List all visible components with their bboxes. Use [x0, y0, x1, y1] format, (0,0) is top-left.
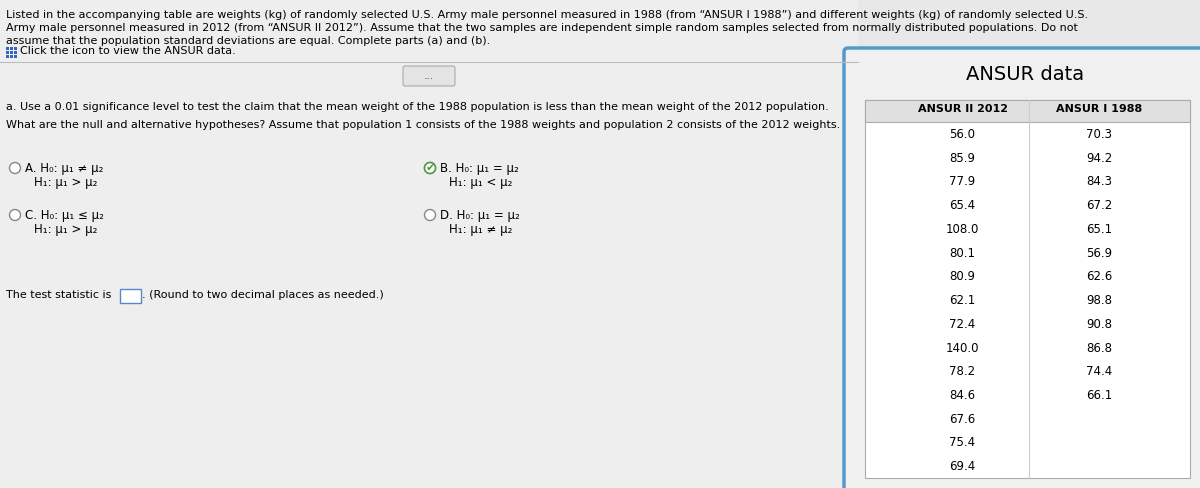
Text: ANSUR I 1988: ANSUR I 1988 — [1056, 104, 1142, 114]
Text: 90.8: 90.8 — [1086, 318, 1112, 331]
FancyBboxPatch shape — [10, 47, 13, 50]
Text: 98.8: 98.8 — [1086, 294, 1112, 307]
Text: ...: ... — [424, 71, 434, 81]
Text: H₁: μ₁ > μ₂: H₁: μ₁ > μ₂ — [34, 176, 97, 189]
Text: 80.9: 80.9 — [949, 270, 976, 284]
Text: 78.2: 78.2 — [949, 365, 976, 378]
Text: 65.4: 65.4 — [949, 199, 976, 212]
Text: ANSUR II 2012: ANSUR II 2012 — [918, 104, 1008, 114]
Text: 67.2: 67.2 — [1086, 199, 1112, 212]
Text: 67.6: 67.6 — [949, 413, 976, 426]
Text: 84.3: 84.3 — [1086, 175, 1112, 188]
FancyBboxPatch shape — [865, 100, 1190, 478]
Text: a. Use a 0.01 significance level to test the claim that the mean weight of the 1: a. Use a 0.01 significance level to test… — [6, 102, 829, 112]
Text: The test statistic is: The test statistic is — [6, 290, 115, 300]
Text: 74.4: 74.4 — [1086, 365, 1112, 378]
Text: 56.9: 56.9 — [1086, 246, 1112, 260]
FancyBboxPatch shape — [14, 55, 17, 58]
Text: 66.1: 66.1 — [1086, 389, 1112, 402]
Text: H₁: μ₁ < μ₂: H₁: μ₁ < μ₂ — [449, 176, 512, 189]
Circle shape — [425, 163, 436, 174]
FancyBboxPatch shape — [120, 288, 140, 303]
Text: H₁: μ₁ ≠ μ₂: H₁: μ₁ ≠ μ₂ — [449, 223, 512, 236]
Text: Click the icon to view the ANSUR data.: Click the icon to view the ANSUR data. — [20, 46, 235, 56]
Text: Army male personnel measured in 2012 (from “ANSUR II 2012”). Assume that the two: Army male personnel measured in 2012 (fr… — [6, 23, 1078, 33]
Text: 94.2: 94.2 — [1086, 152, 1112, 164]
FancyBboxPatch shape — [10, 51, 13, 54]
Text: 108.0: 108.0 — [946, 223, 979, 236]
Circle shape — [10, 163, 20, 174]
Text: 70.3: 70.3 — [1086, 128, 1112, 141]
FancyBboxPatch shape — [6, 51, 10, 54]
Text: 62.6: 62.6 — [1086, 270, 1112, 284]
Text: C. H₀: μ₁ ≤ μ₂: C. H₀: μ₁ ≤ μ₂ — [25, 209, 104, 222]
Text: ✔: ✔ — [425, 163, 434, 173]
Text: 86.8: 86.8 — [1086, 342, 1112, 355]
Text: 56.0: 56.0 — [949, 128, 976, 141]
Text: 80.1: 80.1 — [949, 246, 976, 260]
FancyBboxPatch shape — [14, 47, 17, 50]
Text: 75.4: 75.4 — [949, 436, 976, 449]
Text: 140.0: 140.0 — [946, 342, 979, 355]
Text: What are the null and alternative hypotheses? Assume that population 1 consists : What are the null and alternative hypoth… — [6, 120, 840, 130]
Text: . (Round to two decimal places as needed.): . (Round to two decimal places as needed… — [142, 290, 384, 300]
Text: 77.9: 77.9 — [949, 175, 976, 188]
FancyBboxPatch shape — [6, 55, 10, 58]
FancyBboxPatch shape — [6, 47, 10, 50]
Text: Listed in the accompanying table are weights (kg) of randomly selected U.S. Army: Listed in the accompanying table are wei… — [6, 10, 1088, 20]
Text: B. H₀: μ₁ = μ₂: B. H₀: μ₁ = μ₂ — [440, 162, 518, 175]
FancyBboxPatch shape — [865, 100, 1190, 122]
Text: ANSUR data: ANSUR data — [966, 65, 1084, 84]
Circle shape — [425, 209, 436, 221]
Text: 84.6: 84.6 — [949, 389, 976, 402]
Text: H₁: μ₁ > μ₂: H₁: μ₁ > μ₂ — [34, 223, 97, 236]
FancyBboxPatch shape — [403, 66, 455, 86]
Text: assume that the population standard deviations are equal. Complete parts (a) and: assume that the population standard devi… — [6, 36, 491, 46]
Circle shape — [425, 163, 436, 174]
Text: 69.4: 69.4 — [949, 460, 976, 473]
FancyBboxPatch shape — [0, 0, 858, 488]
Text: A. H₀: μ₁ ≠ μ₂: A. H₀: μ₁ ≠ μ₂ — [25, 162, 103, 175]
Text: 72.4: 72.4 — [949, 318, 976, 331]
FancyBboxPatch shape — [14, 51, 17, 54]
Text: 62.1: 62.1 — [949, 294, 976, 307]
FancyBboxPatch shape — [10, 55, 13, 58]
Circle shape — [10, 209, 20, 221]
Text: 85.9: 85.9 — [949, 152, 976, 164]
Text: 65.1: 65.1 — [1086, 223, 1112, 236]
Text: D. H₀: μ₁ = μ₂: D. H₀: μ₁ = μ₂ — [440, 209, 520, 222]
FancyBboxPatch shape — [844, 48, 1200, 488]
